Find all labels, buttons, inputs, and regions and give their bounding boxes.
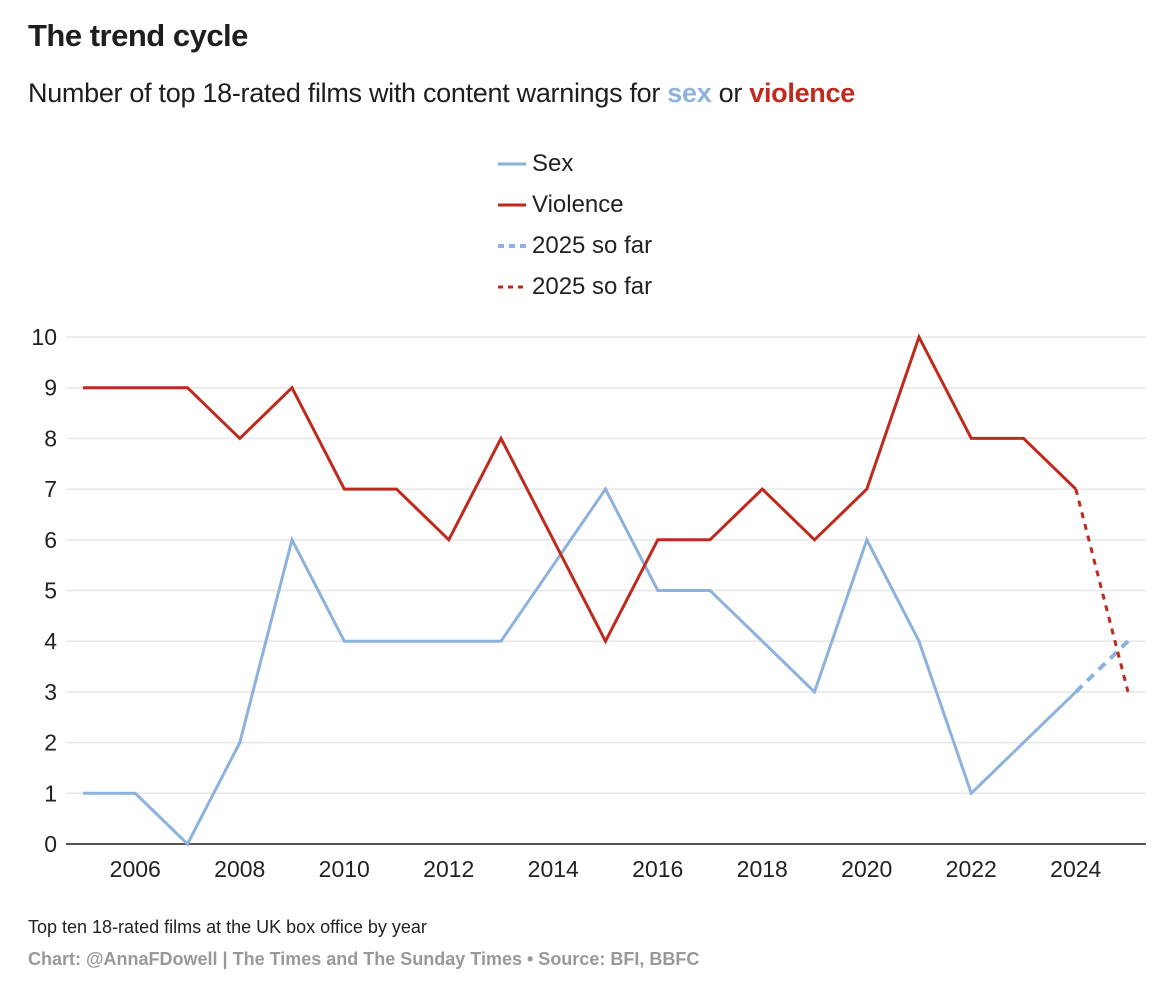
subtitle-text: Number of top 18-rated films with conten… <box>28 78 668 108</box>
x-tick-label: 2016 <box>632 856 683 882</box>
chart-credit: Chart: @AnnaFDowell | The Times and The … <box>28 949 700 969</box>
legend-swatch-sex <box>498 162 526 165</box>
x-tick-label: 2022 <box>946 856 997 882</box>
y-tick-label: 4 <box>44 628 57 654</box>
chart-subtitle: Number of top 18-rated films with conten… <box>28 78 855 109</box>
x-tick-label: 2010 <box>319 856 370 882</box>
x-tick-label: 2006 <box>110 856 161 882</box>
x-tick-label: 2020 <box>841 856 892 882</box>
subtitle-or: or <box>711 78 750 108</box>
chart-note: Top ten 18-rated films at the UK box off… <box>28 917 427 937</box>
series-line-violence <box>83 333 1077 645</box>
y-tick-label: 8 <box>44 425 57 451</box>
legend-swatch-violence <box>498 203 526 206</box>
series-line-sex-2025 <box>1074 639 1130 694</box>
x-tick-label: 2024 <box>1050 856 1101 882</box>
chart-title: The trend cycle <box>28 18 248 53</box>
y-tick-label: 3 <box>44 679 57 705</box>
x-tick-label: 2018 <box>737 856 788 882</box>
legend-label-violence-2025: 2025 so far <box>532 272 653 300</box>
legend-label-violence: Violence <box>532 190 624 218</box>
x-tick-label: 2014 <box>528 856 579 882</box>
subtitle-sex: sex <box>667 78 712 108</box>
x-tick-label: 2012 <box>423 856 474 882</box>
legend-swatch-sex-2025 <box>498 243 526 248</box>
y-tick-label: 0 <box>44 831 57 857</box>
legend-swatch-violence-2025 <box>498 285 526 288</box>
legend-item-violence: Violence <box>498 184 652 225</box>
legend-item-sex: Sex <box>498 143 652 184</box>
series-line-sex <box>83 486 1077 847</box>
legend-item-sex-2025: 2025 so far <box>498 225 652 266</box>
y-tick-label: 9 <box>44 375 57 401</box>
legend-label-sex: Sex <box>532 149 574 177</box>
y-tick-label: 5 <box>44 578 57 604</box>
x-tick-label: 2008 <box>214 856 265 882</box>
y-tick-label: 1 <box>44 780 57 806</box>
subtitle-violence: violence <box>749 78 855 108</box>
legend-item-violence-2025: 2025 so far <box>498 266 652 307</box>
legend-label-sex-2025: 2025 so far <box>532 231 653 259</box>
y-tick-label: 7 <box>44 476 57 502</box>
legend: Sex Violence 2025 so far 2025 so far <box>498 143 652 307</box>
y-tick-label: 2 <box>44 730 57 756</box>
y-tick-label: 6 <box>44 527 57 553</box>
y-tick-label: 10 <box>31 324 57 350</box>
